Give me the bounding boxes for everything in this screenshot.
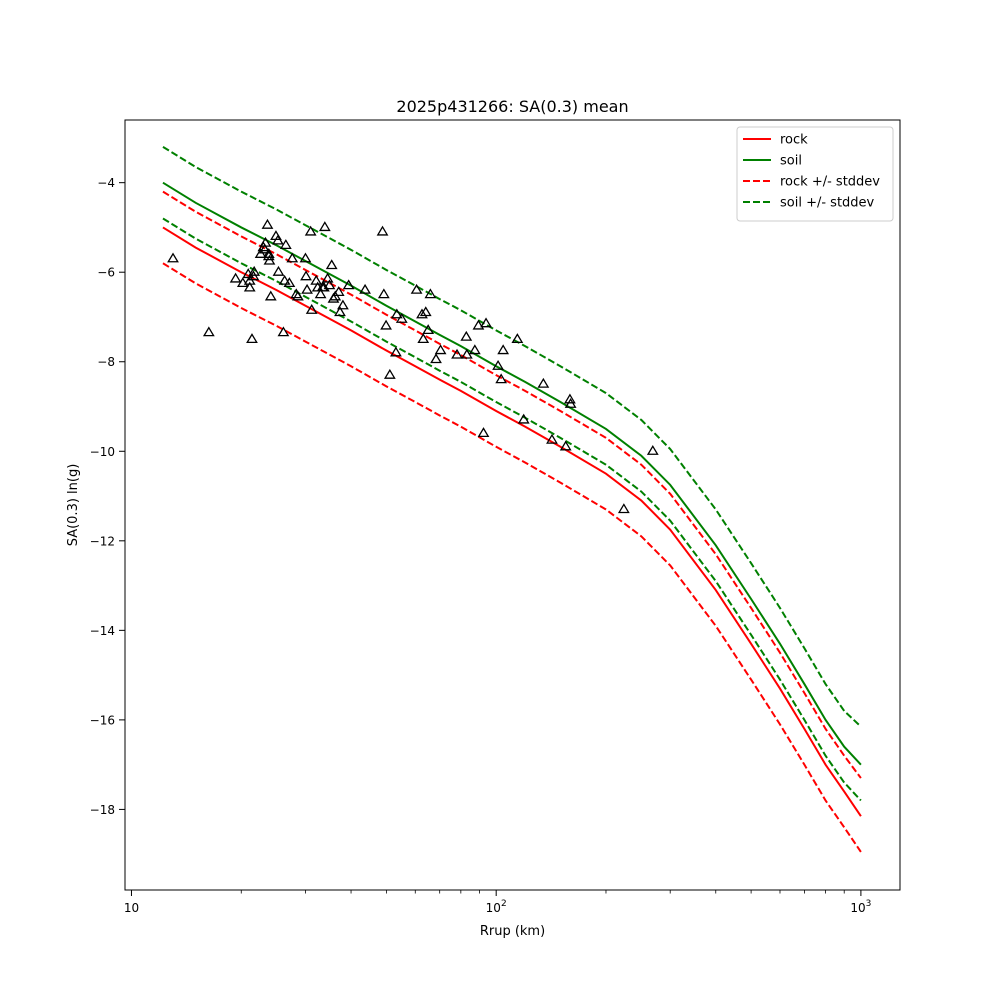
legend-box — [736, 126, 894, 222]
scatter-point — [495, 373, 508, 384]
scatter-point — [480, 317, 492, 328]
scatter-point — [325, 259, 338, 270]
scatter-point — [537, 377, 550, 388]
scatter-point — [202, 326, 215, 337]
scatter-point — [314, 288, 327, 299]
scatter-point — [564, 397, 577, 408]
series-line-4 — [162, 146, 862, 728]
series-line-0 — [162, 226, 862, 817]
y-tick-label: −14 — [90, 624, 115, 638]
scatter-point — [359, 283, 371, 294]
x-axis-label: Rrup (km) — [480, 924, 545, 939]
scatter-point — [477, 427, 490, 438]
scatter-point — [468, 344, 481, 355]
x-tick-label: 103 — [850, 899, 871, 915]
scatter-point — [422, 324, 435, 335]
axes-frame — [124, 119, 901, 891]
scatter-point — [321, 272, 334, 283]
series-line-3 — [162, 262, 862, 853]
y-tick-label: −16 — [90, 713, 115, 727]
scatter-point — [410, 283, 423, 294]
scatter-point — [305, 303, 318, 314]
legend-label: rock — [780, 133, 808, 148]
scatter-point — [278, 274, 291, 285]
scatter-point — [286, 252, 299, 263]
scatter-point — [617, 503, 630, 514]
y-tick-label: −8 — [97, 355, 115, 369]
scatter-point — [497, 344, 510, 355]
scatter-point — [246, 333, 258, 344]
scatter-point — [460, 330, 473, 341]
legend-label: soil +/- stddev — [780, 196, 875, 211]
scatter-point — [417, 333, 430, 344]
series-line-1 — [162, 181, 862, 766]
scatter-point — [395, 312, 408, 323]
scatter-point — [292, 290, 304, 301]
x-tick-label: 10 — [124, 901, 139, 915]
scatter-point — [277, 326, 290, 337]
scatter-point — [318, 221, 331, 232]
scatter-point — [248, 265, 261, 276]
series-line-2 — [162, 190, 862, 779]
scatter-point — [332, 286, 345, 297]
scatter-point — [304, 225, 317, 236]
y-tick-label: −6 — [97, 266, 115, 280]
scatter-point — [334, 306, 346, 317]
scatter-point — [243, 281, 256, 292]
scatter-point — [272, 265, 285, 276]
scatter-point — [342, 279, 355, 290]
scatter-point — [390, 346, 402, 357]
scatter-point — [492, 359, 504, 370]
scatter-point — [376, 225, 389, 236]
scatter-point — [546, 433, 558, 444]
scatter-point — [300, 270, 312, 281]
y-tick-label: −12 — [90, 534, 115, 548]
scatter-point — [383, 368, 396, 379]
scatter-point — [430, 353, 442, 364]
scatter-point — [283, 277, 296, 288]
scatter-point — [167, 252, 179, 263]
y-axis-label: SA(0.3) ln(g) — [66, 464, 81, 547]
scatter-point — [271, 234, 284, 245]
scatter-point — [236, 277, 249, 288]
scatter-point — [263, 254, 276, 265]
scatter-point — [299, 252, 312, 263]
scatter-point — [258, 243, 271, 254]
scatter-point — [262, 250, 275, 261]
y-tick-label: −4 — [97, 176, 115, 190]
scatter-point — [261, 218, 274, 229]
x-tick-label: 102 — [486, 899, 507, 915]
scatter-point — [380, 319, 392, 330]
scatter-point — [559, 440, 572, 451]
data-layer — [162, 146, 862, 853]
scatter-point — [564, 393, 576, 404]
scatter-point — [323, 279, 336, 290]
scatter-point — [259, 236, 272, 247]
scatter-point — [472, 319, 485, 330]
scatter-point — [434, 344, 447, 355]
scatter-point — [424, 288, 437, 299]
plot-area: 10 102 103 −18 −16 −14 −12 −10 −8 −6 −4 — [90, 119, 901, 915]
scatter-point — [279, 239, 292, 250]
legend-label: rock +/- stddev — [780, 175, 880, 190]
scatter-point — [377, 288, 390, 299]
y-tick-label: −18 — [90, 803, 115, 817]
scatter-point — [301, 283, 313, 294]
scatter-point — [264, 290, 277, 301]
legend: rock soil rock +/- stddev soil +/- stddev — [736, 126, 894, 222]
scatter-point — [390, 308, 403, 319]
scatter-point — [646, 445, 659, 455]
y-tick-label: −10 — [90, 445, 115, 459]
scatter-point — [517, 413, 530, 424]
scatter-point — [416, 308, 428, 319]
scatter-point — [337, 299, 349, 310]
legend-label: soil — [780, 154, 802, 169]
scatter-point — [229, 272, 242, 283]
chart-title: 2025p431266: SA(0.3) mean — [396, 97, 628, 116]
scatter-point — [511, 333, 524, 344]
scatter-point — [451, 348, 463, 359]
scatter-point — [419, 306, 432, 317]
